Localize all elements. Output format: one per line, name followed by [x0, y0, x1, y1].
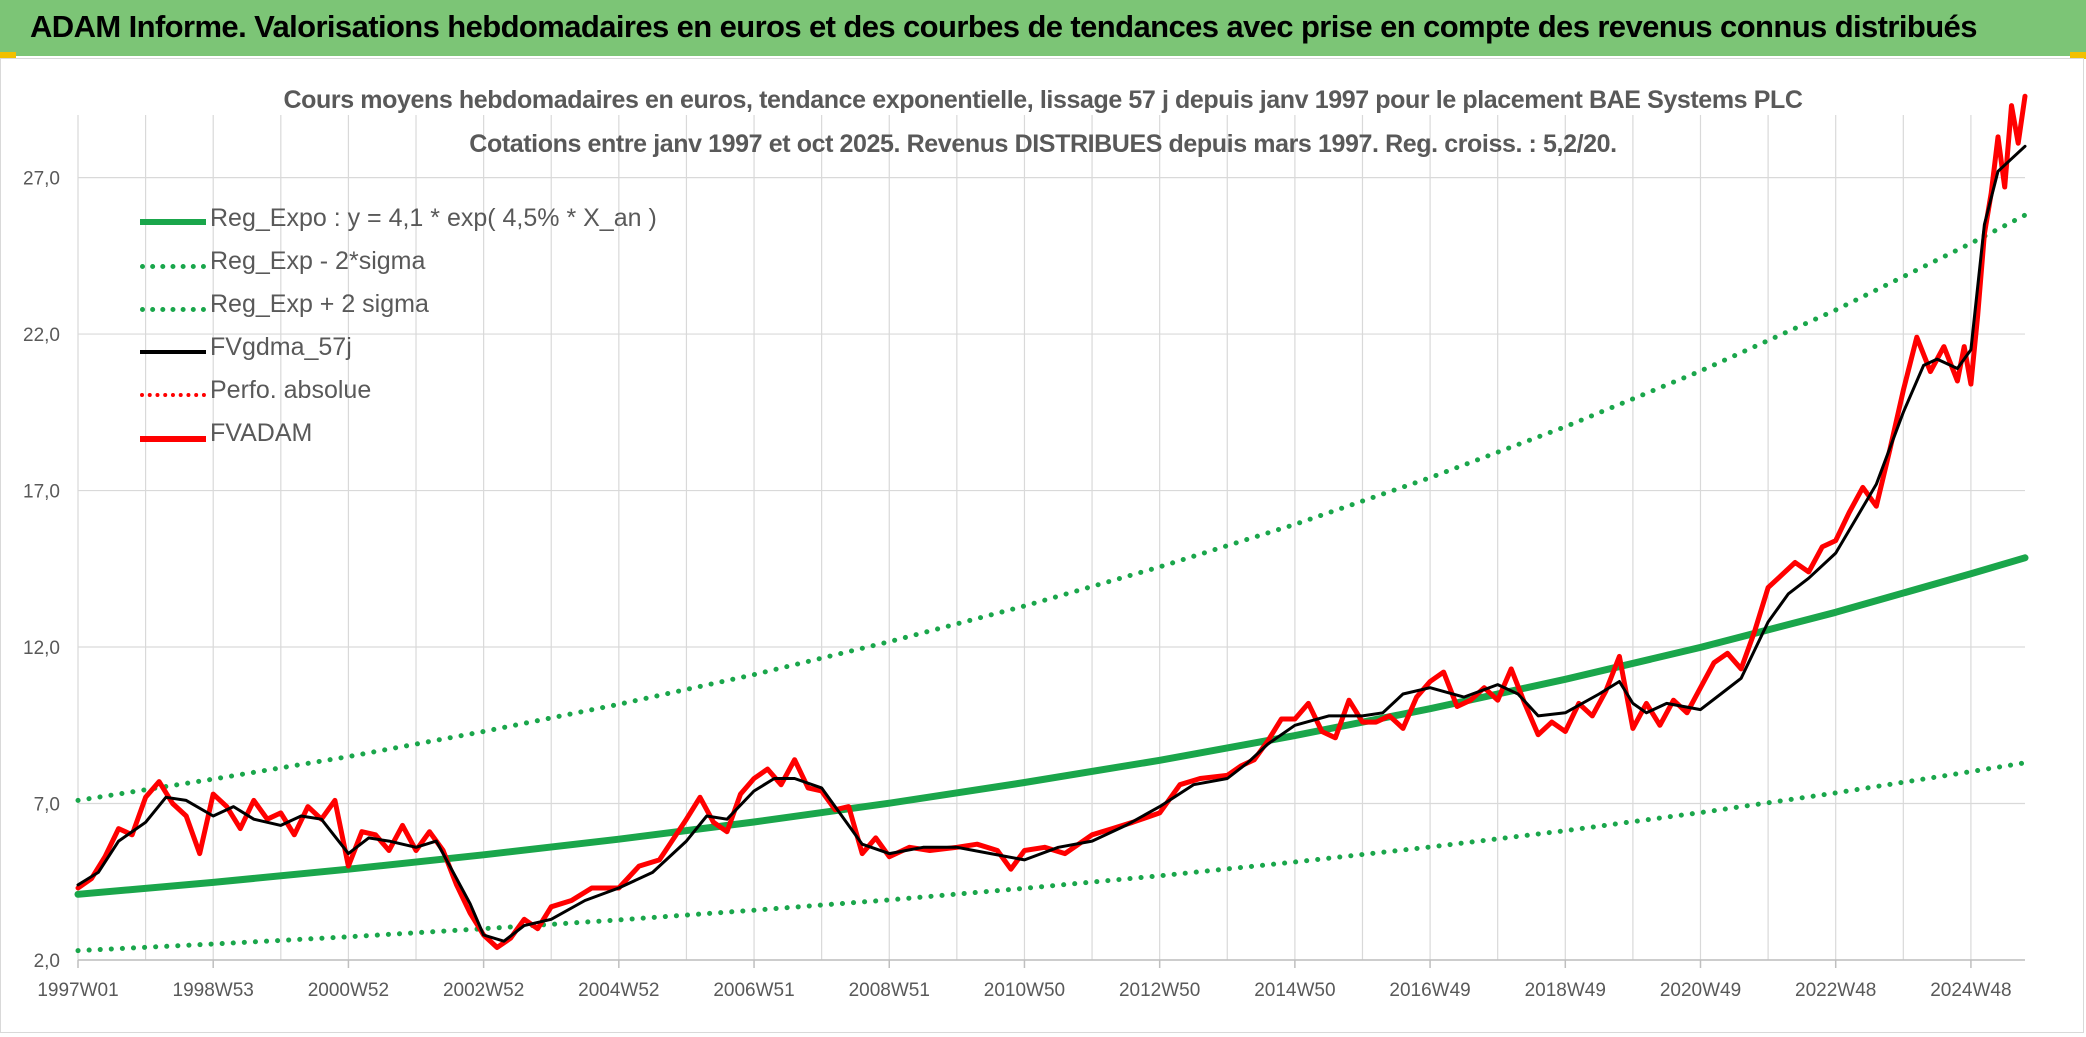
x-tick-label: 2014W50 [1254, 980, 1335, 1001]
y-tick-label: 12,0 [23, 638, 60, 659]
series-layer [74, 93, 2029, 954]
x-tick-label: 2002W52 [443, 980, 524, 1001]
banner-title: ADAM Informe. Valorisations hebdomadaire… [30, 9, 1977, 44]
series-line-reg-exp-2-sigma [75, 760, 2028, 954]
legend-label-fvgdma: FVgdma_57j [210, 333, 352, 361]
legend-label-reg-exp-minus: Reg_Exp - 2*sigma [210, 247, 426, 275]
series-line-fvgdma-57j [76, 144, 2027, 943]
x-tick-label: 2018W49 [1525, 980, 1606, 1001]
legend-swatch-reg-exp-minus [140, 264, 206, 269]
legend-swatch-reg-exp-plus [140, 307, 206, 312]
x-tick-label: 2012W50 [1119, 980, 1200, 1001]
y-tick-label: 27,0 [23, 169, 60, 190]
legend-label-fvadam: FVADAM [210, 419, 313, 447]
y-tick-label: 22,0 [23, 325, 60, 346]
y-tick-label: 17,0 [23, 482, 60, 503]
series-line-reg-exp-2-sigma [75, 212, 2028, 803]
x-tick-label: 2020W49 [1660, 980, 1741, 1001]
y-tick-label: 7,0 [34, 795, 60, 816]
legend-swatch-reg-expo [140, 219, 206, 225]
x-tick-label: 2010W50 [984, 980, 1065, 1001]
x-tick-label: 2008W51 [849, 980, 930, 1001]
x-tick-label: 1997W01 [37, 980, 118, 1001]
corner-mark-right [2070, 52, 2086, 59]
chart-title-line1: Cours moyens hebdomadaires en euros, ten… [283, 86, 1803, 114]
x-tick-label: 1998W53 [173, 980, 254, 1001]
report-banner: ADAM Informe. Valorisations hebdomadaire… [0, 0, 2086, 56]
legend-swatch-perfo [140, 393, 206, 397]
x-tick-label: 2024W48 [1930, 980, 2011, 1001]
series-line-reg-expo-y-4-1-exp-4-5-x-an [74, 554, 2029, 898]
axis-layer: 2,0 7,0 12,0 17,0 22,0 27,0 1997W01 1998W53 2000… [23, 169, 2025, 1001]
legend-swatch-fvgdma [140, 350, 206, 354]
legend-swatch-fvadam [140, 436, 206, 442]
x-tick-label: 2004W52 [578, 980, 659, 1001]
x-tick-label: 2016W49 [1389, 980, 1470, 1001]
legend-label-reg-exp-plus: Reg_Exp + 2 sigma [210, 290, 429, 318]
chart-frame [0, 58, 2084, 1033]
x-tick-label: 2022W48 [1795, 980, 1876, 1001]
legend-label-reg-expo: Reg_Expo : y = 4,1 * exp( 4,5% * X_an ) [210, 204, 657, 232]
y-tick-label: 2,0 [34, 951, 60, 972]
chart-title-line2: Cotations entre janv 1997 et oct 2025. R… [469, 130, 1617, 158]
grid-layer [77, 115, 2025, 961]
legend-label-perfo: Perfo. absolue [210, 376, 372, 404]
corner-mark-left [0, 52, 16, 59]
x-tick-label: 2000W52 [308, 980, 389, 1001]
x-tick-label: 2006W51 [713, 980, 794, 1001]
